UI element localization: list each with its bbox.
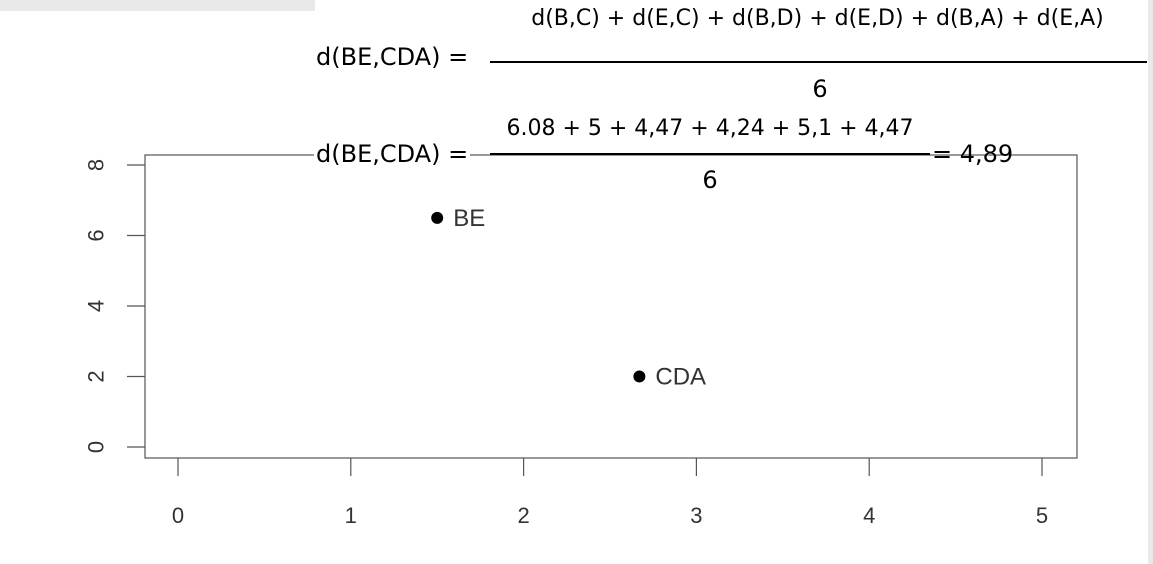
x-tick-label: 2	[517, 503, 529, 528]
data-point-label-cda: CDA	[655, 364, 706, 391]
x-tick-label: 5	[1036, 503, 1048, 528]
marks-group: BE CDA	[431, 205, 706, 391]
y-tick-label: 4	[84, 300, 109, 312]
x-tick-label: 3	[690, 503, 702, 528]
y-tick-label: 2	[84, 370, 109, 382]
data-point-cda	[633, 370, 646, 383]
formula-line2-denominator: 6	[702, 166, 718, 194]
x-tick-label: 4	[863, 503, 875, 528]
x-tick-label: 1	[345, 503, 357, 528]
formula-line2-numerator: 6.08 + 5 + 4,47 + 4,24 + 5,1 + 4,47	[506, 116, 914, 141]
formula-line2-lhs: d(BE,CDA) =	[314, 140, 471, 168]
y-tick-label: 0	[84, 441, 109, 453]
formula-line2-result: = 4,89	[932, 140, 1014, 168]
formula-line2-fraction-bar	[490, 153, 930, 155]
data-point-label-be: BE	[453, 205, 485, 232]
plot-frame	[144, 154, 1078, 459]
formula-line1-fraction-bar	[490, 61, 1147, 63]
data-point-be	[431, 211, 444, 224]
y-tick-label: 6	[84, 229, 109, 241]
y-tick-label: 8	[84, 159, 109, 171]
x-tick-label: 0	[172, 503, 184, 528]
formula-line1-lhs: d(BE,CDA) =	[316, 43, 469, 71]
formula-line1-numerator: d(B,C) + d(E,C) + d(B,D) + d(E,D) + d(B,…	[531, 6, 1104, 31]
window-corner-tab	[0, 0, 315, 11]
formula-line1-denominator: 6	[812, 75, 828, 103]
axes-group: 0 1 2 3 4 5 0 2 4 6 8	[84, 154, 1078, 528]
window-right-edge	[1148, 0, 1153, 564]
